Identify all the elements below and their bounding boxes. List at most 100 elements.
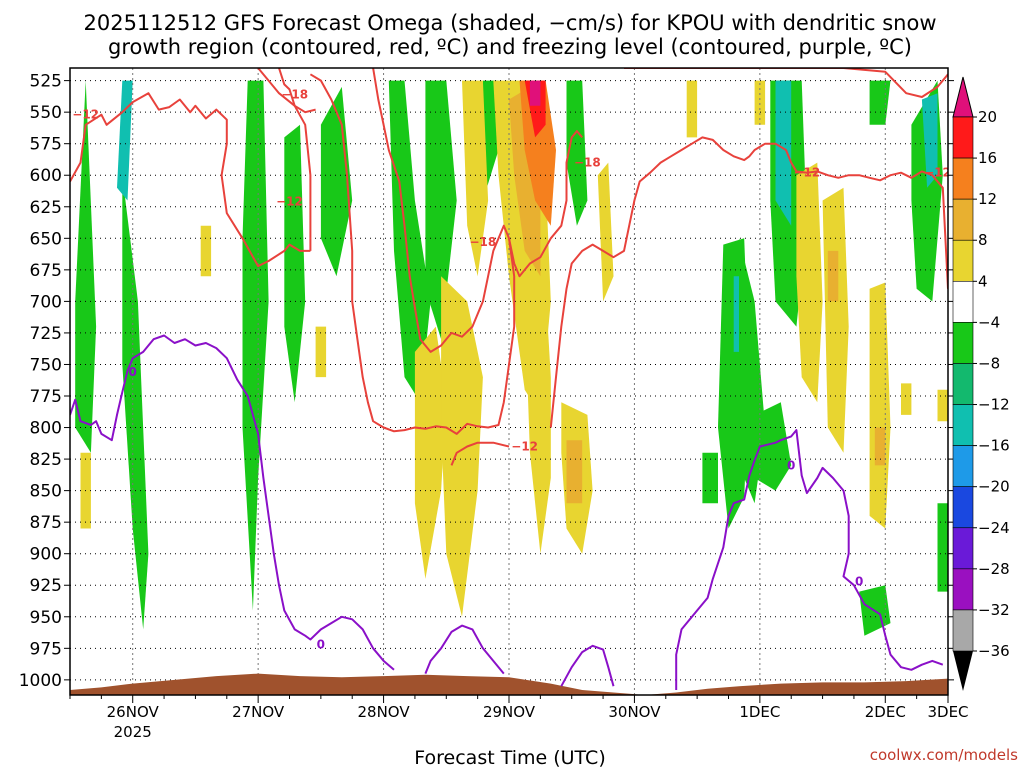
colorbar-label: 20 <box>978 108 997 126</box>
colorbar-swatch <box>952 198 974 241</box>
omega-region-1 <box>75 80 97 453</box>
omega-region-39 <box>827 250 839 302</box>
colorbar-label: −24 <box>978 519 1010 537</box>
omega-region-4 <box>242 80 269 611</box>
contour-dgz_minus12_left <box>70 92 311 268</box>
colorbar-label: 4 <box>978 272 988 290</box>
y-tick-label: 600 <box>30 166 62 186</box>
colorbar-label: −4 <box>978 313 1000 331</box>
x-tick-label: 27NOV <box>232 703 285 721</box>
contour-freezing_zero_left <box>70 334 395 671</box>
contour-dgz_minus12_lower_b <box>450 441 510 466</box>
omega-region-41 <box>874 427 886 466</box>
colorbar-label: −12 <box>978 396 1010 414</box>
omega-region-22 <box>921 93 938 188</box>
plot-area: −12 −18 −12 −18 −18 −12 −12 −12 0 0 0 0 <box>69 67 949 696</box>
omega-region-26 <box>462 80 489 277</box>
omega-region-24 <box>414 326 447 579</box>
terrain <box>70 673 948 695</box>
title-line-2: growth region (contoured, red, ºC) and f… <box>108 35 912 59</box>
x-tick-label: 30NOV <box>608 703 661 721</box>
x-tick-label: 2DEC <box>865 703 906 721</box>
colorbar-label: −8 <box>978 354 1000 372</box>
colorbar-label: 12 <box>978 190 997 208</box>
contour-dgz_minus12_top <box>624 68 948 98</box>
contour-dgz_minus18_a <box>257 68 316 114</box>
y-tick-label: 875 <box>30 513 62 533</box>
y-tick-label: 675 <box>30 261 62 281</box>
x-tick-label: 3DEC <box>927 703 968 721</box>
credit-text: coolwx.com/models <box>870 746 1018 764</box>
y-tick-label: 750 <box>30 355 62 375</box>
omega-region-29 <box>524 288 551 554</box>
contour-label: −12 <box>794 166 821 180</box>
colorbar-label: −20 <box>978 478 1010 496</box>
y-tick-label: 1000 <box>19 671 62 691</box>
colorbar-swatch <box>952 239 974 282</box>
y-tick-label: 725 <box>30 324 62 344</box>
y-tick-label: 950 <box>30 608 62 628</box>
y-tick-label: 575 <box>30 135 62 155</box>
omega-region-17 <box>754 402 792 491</box>
colorbar-bottom-arrow <box>953 651 973 691</box>
omega-region-46 <box>200 225 212 277</box>
colorbar-swatch <box>952 404 974 446</box>
contour-dgz_minus18_b <box>508 130 583 278</box>
contour-freezing_zero_bump_a <box>424 624 505 675</box>
x-tick-label: 26NOV <box>107 703 160 721</box>
omega-region-18 <box>702 452 718 504</box>
omega-region-25 <box>441 276 483 617</box>
contour-dgz_minus12_mid <box>309 68 516 435</box>
x-tick-label: 28NOV <box>358 703 411 721</box>
omega-region-3 <box>117 80 133 201</box>
colorbar-label: 16 <box>978 149 997 167</box>
omega-region-47 <box>315 326 327 378</box>
omega-region-8 <box>425 80 457 340</box>
omega-region-36 <box>686 80 698 138</box>
contour-label: −18 <box>574 156 601 170</box>
y-axis: 525 550 575 600 625 650 675 700 725 750 775 800 825 8… <box>19 72 954 691</box>
contour-label: −12 <box>276 195 303 209</box>
omega-region-11 <box>566 80 588 226</box>
contour-freezing_zero_right <box>675 429 944 690</box>
x-axis-label: Forecast Time (UTC) <box>414 747 605 768</box>
contour-label: 0 <box>855 574 863 588</box>
contour-label: −12 <box>511 439 538 453</box>
omega-region-16 <box>775 80 792 226</box>
y-tick-label: 825 <box>30 450 62 470</box>
y-tick-label: 700 <box>30 292 62 312</box>
x-axis: 26NOV 2025 27NOV 28NOV 29NOV 30NOV 1DEC 2DEC 3DE… <box>69 695 969 741</box>
colorbar-swatch <box>952 157 974 200</box>
omega-region-44 <box>754 80 766 125</box>
y-tick-label: 525 <box>30 72 62 92</box>
omega-region-42 <box>901 383 912 415</box>
y-tick-label: 850 <box>30 482 62 502</box>
colorbar-swatch <box>952 363 974 405</box>
colorbar-swatch <box>952 609 974 652</box>
omega-region-6 <box>320 86 353 277</box>
colorbar-swatch <box>952 116 974 159</box>
omega-region-7 <box>388 80 431 403</box>
colorbar-swatch <box>952 281 974 323</box>
colorbar-label: −32 <box>978 601 1010 619</box>
x-tick-sublabel: 2025 <box>114 723 152 741</box>
contour-label: −18 <box>281 87 308 101</box>
omega-region-32 <box>529 80 541 106</box>
contour-label: −18 <box>469 235 496 249</box>
y-tick-label: 800 <box>30 419 62 439</box>
colorbar-label: −28 <box>978 560 1010 578</box>
contour-freezing_zero_bump_b <box>560 644 615 687</box>
omega-region-43 <box>937 389 948 422</box>
omega-region-37 <box>796 162 823 403</box>
omega-region-34 <box>566 440 583 504</box>
omega-region-30 <box>519 80 556 226</box>
colorbar-swatch <box>952 568 974 611</box>
colorbar: 20 16 12 8 4 −4 −8 −12 −16 −20 −24 −28 −32 −36 <box>952 76 1010 691</box>
title: 2025112512 GFS Forecast Omega (shaded, −… <box>83 11 936 59</box>
colorbar-label: −36 <box>978 642 1010 660</box>
omega-region-23 <box>937 503 948 592</box>
colorbar-swatch <box>952 527 974 570</box>
colorbar-swatch <box>952 486 974 529</box>
omega-region-5 <box>284 124 306 403</box>
